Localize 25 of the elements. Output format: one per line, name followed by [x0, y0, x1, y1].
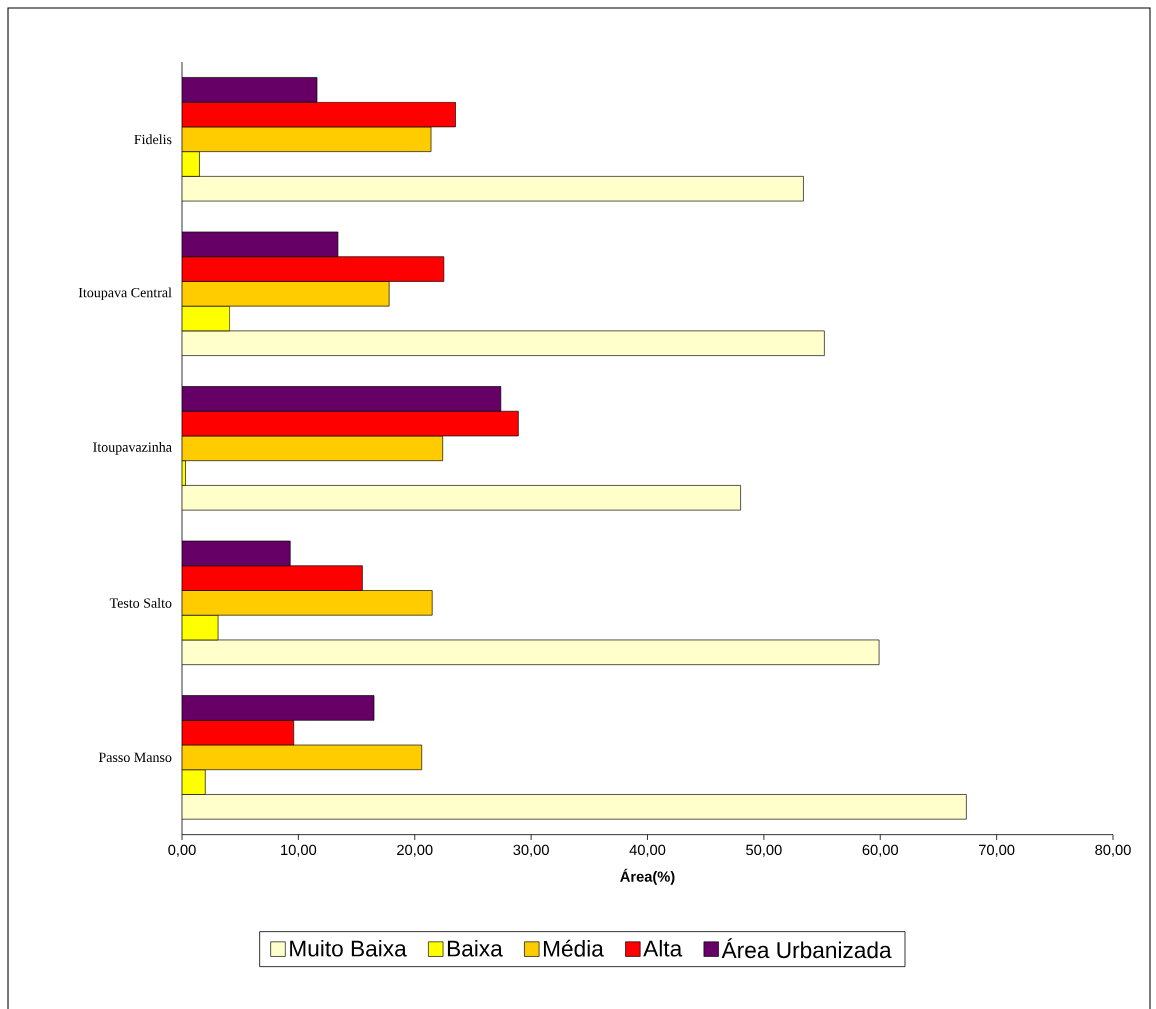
- legend-label: Baixa: [447, 939, 503, 957]
- x-axis-title: Área(%): [620, 868, 675, 885]
- legend-label: Muito Baixa: [290, 939, 407, 957]
- y-tick-label: Fidelis: [134, 134, 172, 145]
- y-tick-label: Itoupavazinha: [93, 441, 172, 455]
- x-tick-label: 40,00: [629, 844, 666, 857]
- x-tick-label: 30,00: [513, 844, 549, 857]
- x-tick-label: 50,00: [746, 844, 782, 857]
- x-tick-label: 0,00: [168, 844, 196, 857]
- y-tick-label: Itoupava Central: [78, 287, 172, 301]
- y-tick-label: Passo Manso: [98, 752, 172, 763]
- x-tick-label: 80,00: [1095, 844, 1131, 857]
- bar: [182, 281, 390, 307]
- bar: [182, 435, 444, 462]
- bar: [182, 126, 432, 152]
- legend-label: Alta: [643, 939, 683, 957]
- bar: [182, 590, 433, 616]
- y-tick-label: Testo Salto: [109, 597, 172, 608]
- legend-label: Área Urbanizada: [721, 938, 892, 959]
- x-tick-label: 10,00: [281, 844, 317, 857]
- x-tick-label: 20,00: [397, 844, 433, 857]
- x-tick-label: 60,00: [862, 844, 899, 857]
- legend-label: Média: [543, 939, 604, 957]
- x-tick-label: 70,00: [979, 844, 1015, 857]
- bar: [182, 744, 423, 771]
